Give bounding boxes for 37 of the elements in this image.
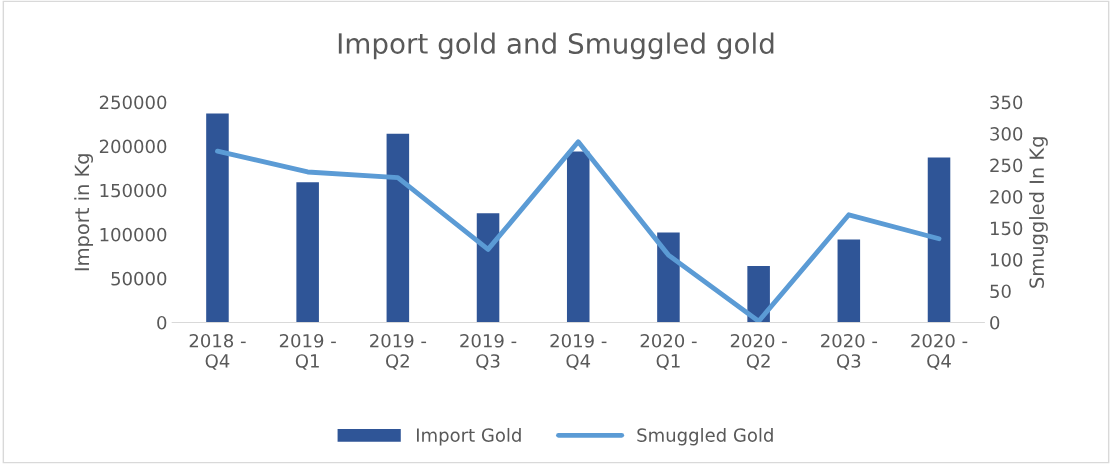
y-tick-label: 0 <box>157 315 167 330</box>
bar <box>927 157 951 323</box>
x-tick-label: 2019 - Q1 <box>279 333 336 370</box>
y2-axis-title: Smuggled In Kg <box>1029 137 1048 288</box>
bar <box>837 239 861 323</box>
x-tick-label: 2018 - Q4 <box>189 333 246 370</box>
x-tick-label: 2020 - Q4 <box>911 333 968 370</box>
legend-label: Import Gold <box>417 427 521 446</box>
y2-tick-label: 250 <box>990 158 1023 173</box>
line-series <box>215 139 942 323</box>
y2-tick-label: 100 <box>990 252 1023 267</box>
y2-tick-label: 350 <box>990 95 1023 110</box>
x-tick-label: 2020 - Q1 <box>640 333 697 370</box>
y-axis-title: Import in Kg <box>74 154 94 271</box>
bar <box>566 151 590 323</box>
y2-tick-label: 150 <box>990 221 1023 236</box>
x-tick-label: 2020 - Q3 <box>821 333 878 370</box>
y-tick-label: 200000 <box>99 139 167 154</box>
bar <box>657 232 680 323</box>
y-tick-label: 250000 <box>99 95 167 110</box>
y2-tick-label: 200 <box>990 190 1023 204</box>
chart-title: Import gold and Smuggled gold <box>338 32 774 60</box>
x-tick-label: 2019 - Q3 <box>460 333 517 370</box>
y2-tick-label: 0 <box>990 315 1000 330</box>
bar <box>476 213 500 323</box>
x-tick-label: 2019 - Q2 <box>370 333 427 370</box>
y2-tick-label: 50 <box>990 284 1011 299</box>
legend-label: Smuggled Gold <box>637 427 773 446</box>
y-tick-label: 50000 <box>111 271 167 286</box>
bar <box>386 133 410 323</box>
y2-tick-label: 300 <box>990 127 1023 141</box>
x-tick-label: 2020 - Q2 <box>730 333 787 370</box>
bar <box>296 182 319 323</box>
y-tick-label: 100000 <box>100 227 167 242</box>
y-tick-label: 150000 <box>100 183 167 198</box>
bar <box>206 113 229 323</box>
x-tick-label: 2019 - Q4 <box>550 333 607 370</box>
